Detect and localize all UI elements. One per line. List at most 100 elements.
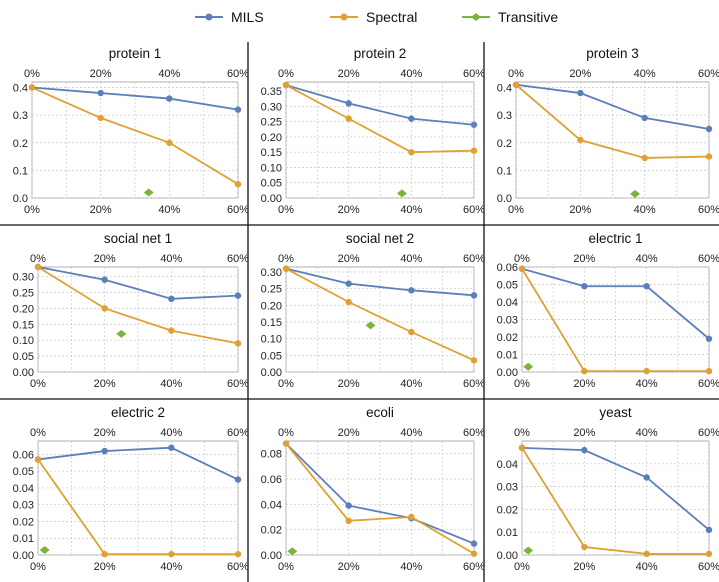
mils-point — [470, 540, 478, 547]
y-tick-label: 0.00 — [261, 193, 282, 205]
mils-point — [166, 95, 173, 102]
mils-point — [470, 292, 478, 299]
x-tick-label-top: 20% — [569, 68, 591, 80]
series-transitive — [396, 189, 407, 198]
panel-electric-2: electric 2 0% 0% 20% 20% 40% 40% 60% 60% 0.00 0.01… — [13, 405, 250, 573]
spectral-point — [345, 115, 352, 122]
x-tick-label-bottom: 40% — [400, 378, 422, 390]
y-tick-label: 0.03 — [13, 500, 34, 512]
transitive-point — [39, 545, 50, 554]
y-tick-label: 0.3 — [497, 110, 512, 122]
transitive-point — [523, 546, 534, 555]
x-tick-label-top: 20% — [94, 427, 116, 439]
x-tick-label-top: 20% — [338, 427, 360, 439]
y-tick-label: 0.02 — [261, 525, 282, 537]
x-tick-label-top: 0% — [278, 253, 294, 265]
y-tick-label: 0.30 — [261, 267, 282, 279]
x-tick-label-top: 40% — [160, 253, 182, 265]
x-tick-label-top: 0% — [278, 68, 294, 80]
panel-protein-2: protein 2 0% 0% 20% 20% 40% 40% 60% 60% 0.00 0.05 0… — [261, 46, 486, 216]
y-tick-label: 0.0 — [13, 193, 28, 205]
y-tick-label: 0.06 — [13, 449, 34, 461]
mils-point — [101, 447, 108, 455]
y-tick-label: 0.2 — [13, 138, 28, 150]
x-tick-label-bottom: 40% — [634, 204, 656, 216]
x-tick-label-top: 60% — [698, 253, 719, 265]
x-tick-label-top: 40% — [400, 253, 422, 265]
mils-point — [97, 89, 104, 97]
spectral-point — [28, 84, 36, 91]
panel-title: social net 1 — [104, 231, 172, 246]
y-tick-label: 0.03 — [497, 315, 518, 327]
panel-title: ecoli — [366, 405, 394, 420]
x-tick-label-bottom: 60% — [463, 378, 485, 390]
spectral-point — [705, 550, 713, 558]
legend-marker-transitive — [471, 13, 481, 21]
mils-point — [345, 502, 352, 509]
y-tick-label: 0.01 — [13, 533, 34, 545]
x-tick-label-bottom: 20% — [573, 561, 595, 573]
panel-social-net-1: social net 1 0% 0% 20% 20% 40% 40% 60% 60% 0.00 0.… — [13, 231, 250, 390]
x-tick-label-top: 60% — [227, 427, 249, 439]
x-tick-label-top: 40% — [158, 68, 180, 80]
x-tick-label-bottom: 0% — [24, 204, 40, 216]
y-tick-label: 0.04 — [497, 459, 518, 471]
panel-electric-1: electric 1 0% 0% 20% 20% 40% 40% 60% 60% 0.00 0.01… — [497, 231, 719, 390]
spectral-point — [34, 456, 42, 463]
x-tick-label-bottom: 20% — [573, 378, 595, 390]
y-tick-label: 0.05 — [13, 351, 34, 363]
x-tick-label-bottom: 20% — [94, 378, 116, 390]
x-tick-label-bottom: 40% — [636, 378, 658, 390]
series-transitive — [143, 188, 154, 197]
spectral-point — [101, 305, 108, 312]
x-tick-label-bottom: 20% — [338, 561, 360, 573]
x-tick-label-bottom: 0% — [514, 378, 530, 390]
panel-title: protein 3 — [586, 46, 639, 61]
y-tick-label: 0.4 — [497, 83, 512, 95]
x-tick-label-top: 40% — [400, 427, 422, 439]
x-tick-label-top: 0% — [30, 253, 46, 265]
x-tick-label-top: 60% — [463, 68, 485, 80]
spectral-line — [285, 267, 475, 362]
y-tick-label: 0.3 — [13, 110, 28, 122]
x-tick-label-bottom: 40% — [400, 204, 422, 216]
x-tick-label-bottom: 20% — [338, 378, 360, 390]
spectral-point — [234, 550, 242, 558]
spectral-point — [97, 114, 104, 122]
y-tick-label: 0.10 — [261, 162, 282, 174]
mils-point — [408, 115, 415, 122]
y-tick-label: 0.01 — [497, 350, 518, 362]
x-tick-label-top: 0% — [278, 427, 294, 439]
x-tick-label-bottom: 60% — [227, 561, 249, 573]
y-tick-label: 0.00 — [13, 367, 34, 379]
mils-line — [521, 267, 710, 340]
panel-title: protein 2 — [354, 46, 407, 61]
spectral-line — [521, 268, 709, 373]
x-tick-label-top: 60% — [698, 427, 719, 439]
transitive-point — [287, 547, 298, 556]
y-tick-label: 0.00 — [261, 550, 282, 562]
spectral-point — [518, 444, 526, 452]
spectral-point — [705, 153, 713, 160]
y-tick-label: 0.25 — [13, 287, 34, 299]
x-tick-label-top: 60% — [463, 253, 485, 265]
series-spectral — [518, 444, 713, 558]
spectral-line — [31, 86, 239, 185]
legend-item-spectral: Spectral — [330, 9, 417, 25]
transitive-point — [630, 189, 641, 198]
spectral-point — [518, 265, 526, 272]
panel-title: electric 2 — [111, 405, 165, 420]
x-tick-label-top: 0% — [514, 427, 530, 439]
y-tick-label: 0.20 — [261, 300, 282, 312]
x-tick-label-bottom: 40% — [158, 204, 180, 216]
panel-yeast: yeast 0% 0% 20% 20% 40% 40% 60% 60% 0.00 0.01 0.02 0… — [497, 405, 719, 573]
y-tick-label: 0.35 — [261, 86, 282, 98]
mils-line — [285, 84, 475, 126]
mils-point — [581, 446, 588, 454]
x-tick-label-top: 60% — [227, 253, 249, 265]
spectral-point — [705, 367, 713, 375]
x-tick-label-bottom: 0% — [514, 561, 530, 573]
spectral-point — [470, 147, 478, 154]
series-mils — [28, 84, 242, 113]
x-tick-label-top: 60% — [463, 427, 485, 439]
